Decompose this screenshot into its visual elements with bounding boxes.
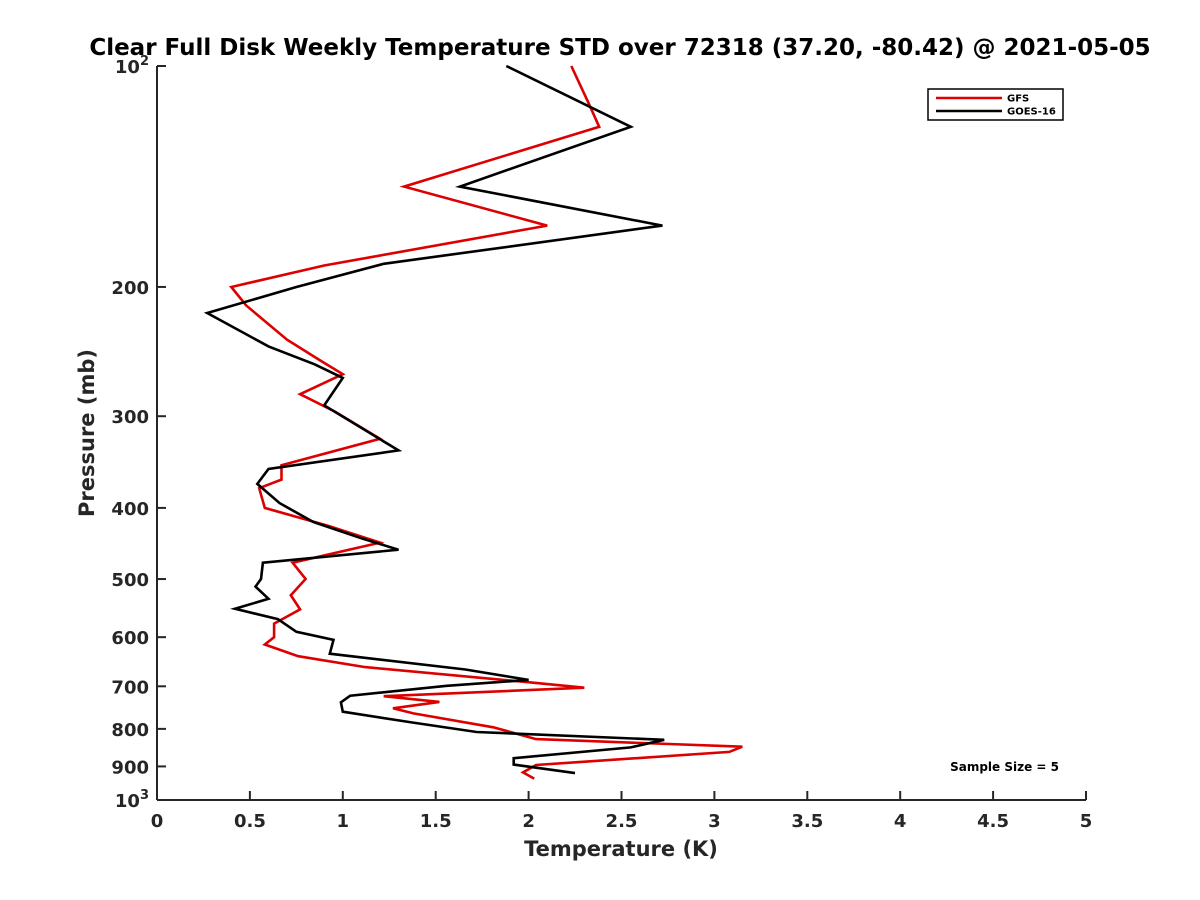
x-tick-label: 1 [337,811,350,832]
chart-title: Clear Full Disk Weekly Temperature STD o… [89,35,1150,61]
y-tick-label: 500 [111,570,149,591]
x-tick-label: 3.5 [791,811,823,832]
x-tick-label: 2 [522,811,535,832]
y-tick-label: 700 [111,677,149,698]
x-axis-label: Temperature (K) [524,837,718,861]
legend-label-goes16: GOES-16 [1007,107,1056,118]
y-axis-ticks: 102 200 300 400 500 600 700 800 900 103 [111,54,166,812]
y-tick-label: 400 [111,499,149,520]
y-axis-label: Pressure (mb) [75,349,99,517]
legend: GFS GOES-16 [927,88,1064,121]
x-tick-label: 4.5 [977,811,1009,832]
x-tick-label: 0.5 [234,811,266,832]
plot-series [203,64,743,780]
x-tick-label: 0 [151,811,164,832]
y-tick-label: 800 [111,720,149,741]
x-tick-label: 3 [708,811,721,832]
legend-box [927,88,1064,121]
x-tick-label: 4 [894,811,907,832]
x-axis-ticks: 0 0.5 1 1.5 2 2.5 3 3.5 4 4.5 5 [151,791,1093,832]
x-tick-label: 1.5 [420,811,452,832]
y-tick-label: 102 [115,54,149,78]
x-tick-label: 5 [1080,811,1093,832]
sample-size-annotation: Sample Size = 5 [950,760,1059,774]
y-tick-label: 600 [111,628,149,649]
x-tick-label: 2.5 [606,811,638,832]
y-tick-label: 200 [111,278,149,299]
y-tick-label: 300 [111,407,149,428]
legend-label-gfs: GFS [1007,94,1029,105]
y-tick-label: 103 [115,788,149,812]
y-tick-label: 900 [111,757,149,778]
series-line-goes16 [203,64,665,775]
